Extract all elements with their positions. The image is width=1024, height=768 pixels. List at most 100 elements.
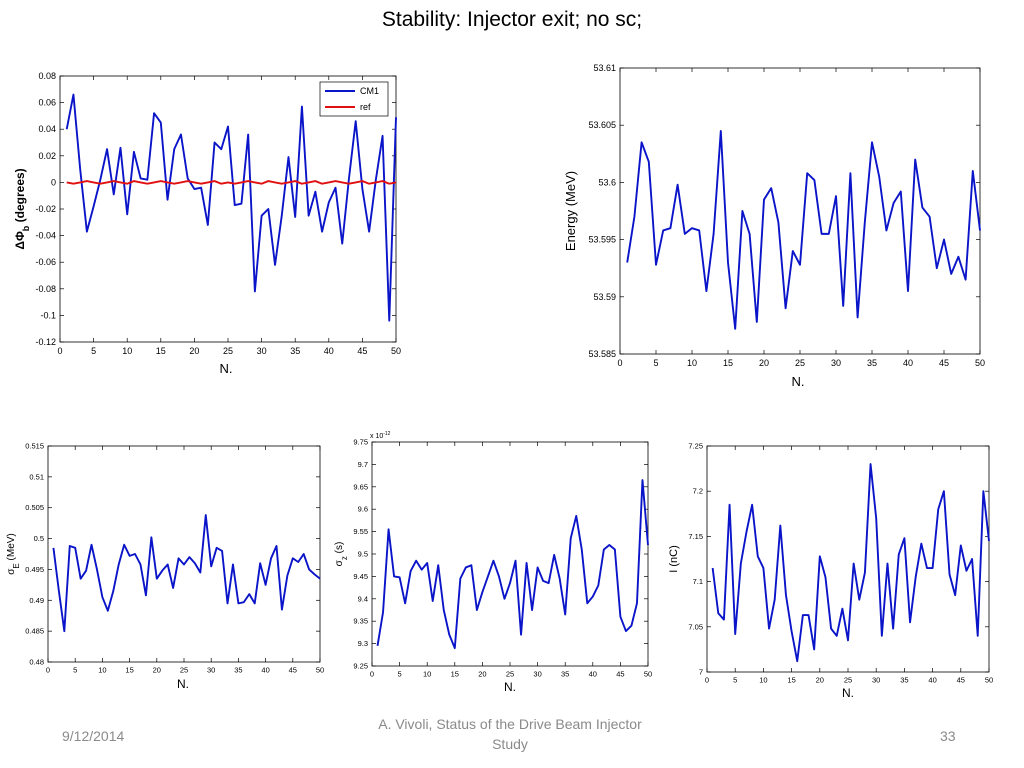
y-tick-label: 0.04 — [38, 124, 56, 134]
x-tick-label: 35 — [290, 346, 300, 356]
x-tick-label: 40 — [903, 358, 913, 368]
x-tick-label: 0 — [57, 346, 62, 356]
y-tick-label: 7.25 — [688, 442, 703, 451]
y-tick-label: 9.3 — [358, 639, 368, 648]
x-tick-label: 0 — [46, 666, 50, 675]
y-tick-label: 0.49 — [29, 596, 44, 605]
y-tick-label: 0.495 — [25, 565, 44, 574]
y-tick-label: 0.08 — [38, 71, 56, 81]
y-tick-label: 53.6 — [598, 177, 616, 187]
x-tick-label: 15 — [723, 358, 733, 368]
x-axis-label: N. — [792, 374, 805, 389]
y-axis-label: ΔΦb (degrees) — [13, 168, 31, 249]
x-tick-label: 25 — [795, 358, 805, 368]
y-tick-label: -0.04 — [35, 231, 56, 241]
y-tick-label: -0.1 — [40, 310, 56, 320]
y-tick-label: 9.65 — [353, 482, 368, 491]
plot-frame — [619, 67, 981, 355]
x-tick-label: 5 — [73, 666, 77, 675]
y-tick-label: 53.585 — [588, 349, 616, 359]
x-tick-label: 0 — [705, 676, 709, 685]
y-tick-label: 9.7 — [358, 460, 368, 469]
x-tick-label: 45 — [939, 358, 949, 368]
y-axis-label: I (nC) — [668, 545, 680, 573]
x-tick-label: 30 — [533, 670, 541, 679]
x-tick-label: 0 — [617, 358, 622, 368]
y-tick-label: 7.1 — [693, 577, 703, 586]
x-tick-label: 30 — [872, 676, 880, 685]
x-tick-label: 10 — [759, 676, 767, 685]
y-axis-label: Energy (MeV) — [563, 171, 578, 251]
axis-multiplier: x 10-12 — [370, 431, 391, 440]
x-tick-label: 15 — [156, 346, 166, 356]
legend-box — [319, 81, 389, 117]
x-tick-label: 50 — [985, 676, 993, 685]
series-line-0 — [52, 514, 321, 633]
y-tick-label: 53.61 — [593, 63, 616, 73]
x-tick-label: 15 — [787, 676, 795, 685]
y-tick-label: -0.08 — [35, 284, 56, 294]
y-axis-label: σz (s) — [334, 542, 349, 567]
plot-frame — [59, 75, 397, 343]
series-line-cm1 — [65, 93, 397, 322]
energy-chart: 0 5 10 15 20 25 30 35 40 45 50 53.585 53.59 53.595 53.… — [563, 63, 985, 389]
x-tick-label: 45 — [289, 666, 297, 675]
y-tick-label: 7.15 — [688, 532, 703, 541]
y-tick-label: 9.45 — [353, 572, 368, 581]
x-tick-label: 20 — [189, 346, 199, 356]
x-axis-label: N. — [504, 680, 516, 694]
x-tick-label: 5 — [91, 346, 96, 356]
x-tick-label: 10 — [423, 670, 431, 679]
y-tick-label: 0.02 — [38, 151, 56, 161]
y-tick-label: 0.5 — [34, 534, 44, 543]
sigma-z-chart: 0 5 10 15 20 25 30 35 40 45 50 9.25 9.3 9.35 9.4 9.45 9.… — [334, 431, 652, 694]
y-tick-label: 7.2 — [693, 487, 703, 496]
x-tick-label: 10 — [98, 666, 106, 675]
x-tick-label: 35 — [900, 676, 908, 685]
y-tick-label: 53.605 — [588, 120, 616, 130]
y-tick-label: 9.75 — [353, 438, 368, 447]
x-tick-label: 30 — [257, 346, 267, 356]
y-tick-label: 0.06 — [38, 98, 56, 108]
y-tick-label: 9.35 — [353, 617, 368, 626]
y-tick-label: 9.6 — [358, 505, 368, 514]
x-tick-label: 50 — [644, 670, 652, 679]
x-tick-label: 15 — [451, 670, 459, 679]
x-tick-label: 15 — [125, 666, 133, 675]
x-tick-label: 20 — [153, 666, 161, 675]
x-tick-label: 50 — [316, 666, 324, 675]
x-tick-label: 10 — [122, 346, 132, 356]
y-tick-label: 0.48 — [29, 658, 44, 667]
y-tick-label: 0.51 — [29, 472, 44, 481]
x-tick-label: 40 — [261, 666, 269, 675]
x-tick-label: 40 — [589, 670, 597, 679]
series-line-0 — [376, 479, 649, 650]
phase-chart: 0 5 10 15 20 25 30 35 40 45 50 -0.12 -0.1 -0.08 -0.06 -… — [13, 71, 401, 376]
y-tick-label: 7 — [699, 668, 703, 677]
footer-date: 9/12/2014 — [62, 728, 125, 744]
x-tick-label: 30 — [207, 666, 215, 675]
slide-title: Stability: Injector exit; no sc; — [381, 8, 643, 31]
x-tick-label: 20 — [759, 358, 769, 368]
x-tick-label: 40 — [324, 346, 334, 356]
legend-label-cm1: CM1 — [360, 86, 379, 96]
x-tick-label: 35 — [867, 358, 877, 368]
series-line-0 — [711, 463, 990, 663]
footer-author: A. Vivoli, Status of the Drive Beam Inje… — [378, 716, 642, 752]
x-axis-label: N. — [177, 677, 189, 691]
x-tick-label: 5 — [398, 670, 402, 679]
x-tick-label: 0 — [370, 670, 374, 679]
x-tick-label: 30 — [831, 358, 841, 368]
x-tick-label: 20 — [478, 670, 486, 679]
y-tick-label: 0 — [51, 177, 56, 187]
y-tick-label: -0.06 — [35, 257, 56, 267]
x-tick-label: 45 — [616, 670, 624, 679]
x-tick-label: 25 — [506, 670, 514, 679]
y-tick-label: 9.5 — [358, 550, 368, 559]
current-chart: 0 5 10 15 20 25 30 35 40 45 5077.057.17.157.27.25 … — [668, 442, 993, 701]
y-tick-label: 9.25 — [353, 662, 368, 671]
y-tick-label: 0.505 — [25, 503, 44, 512]
x-tick-label: 50 — [391, 346, 401, 356]
plot-frame — [371, 441, 649, 667]
y-tick-label: -0.12 — [35, 337, 56, 347]
